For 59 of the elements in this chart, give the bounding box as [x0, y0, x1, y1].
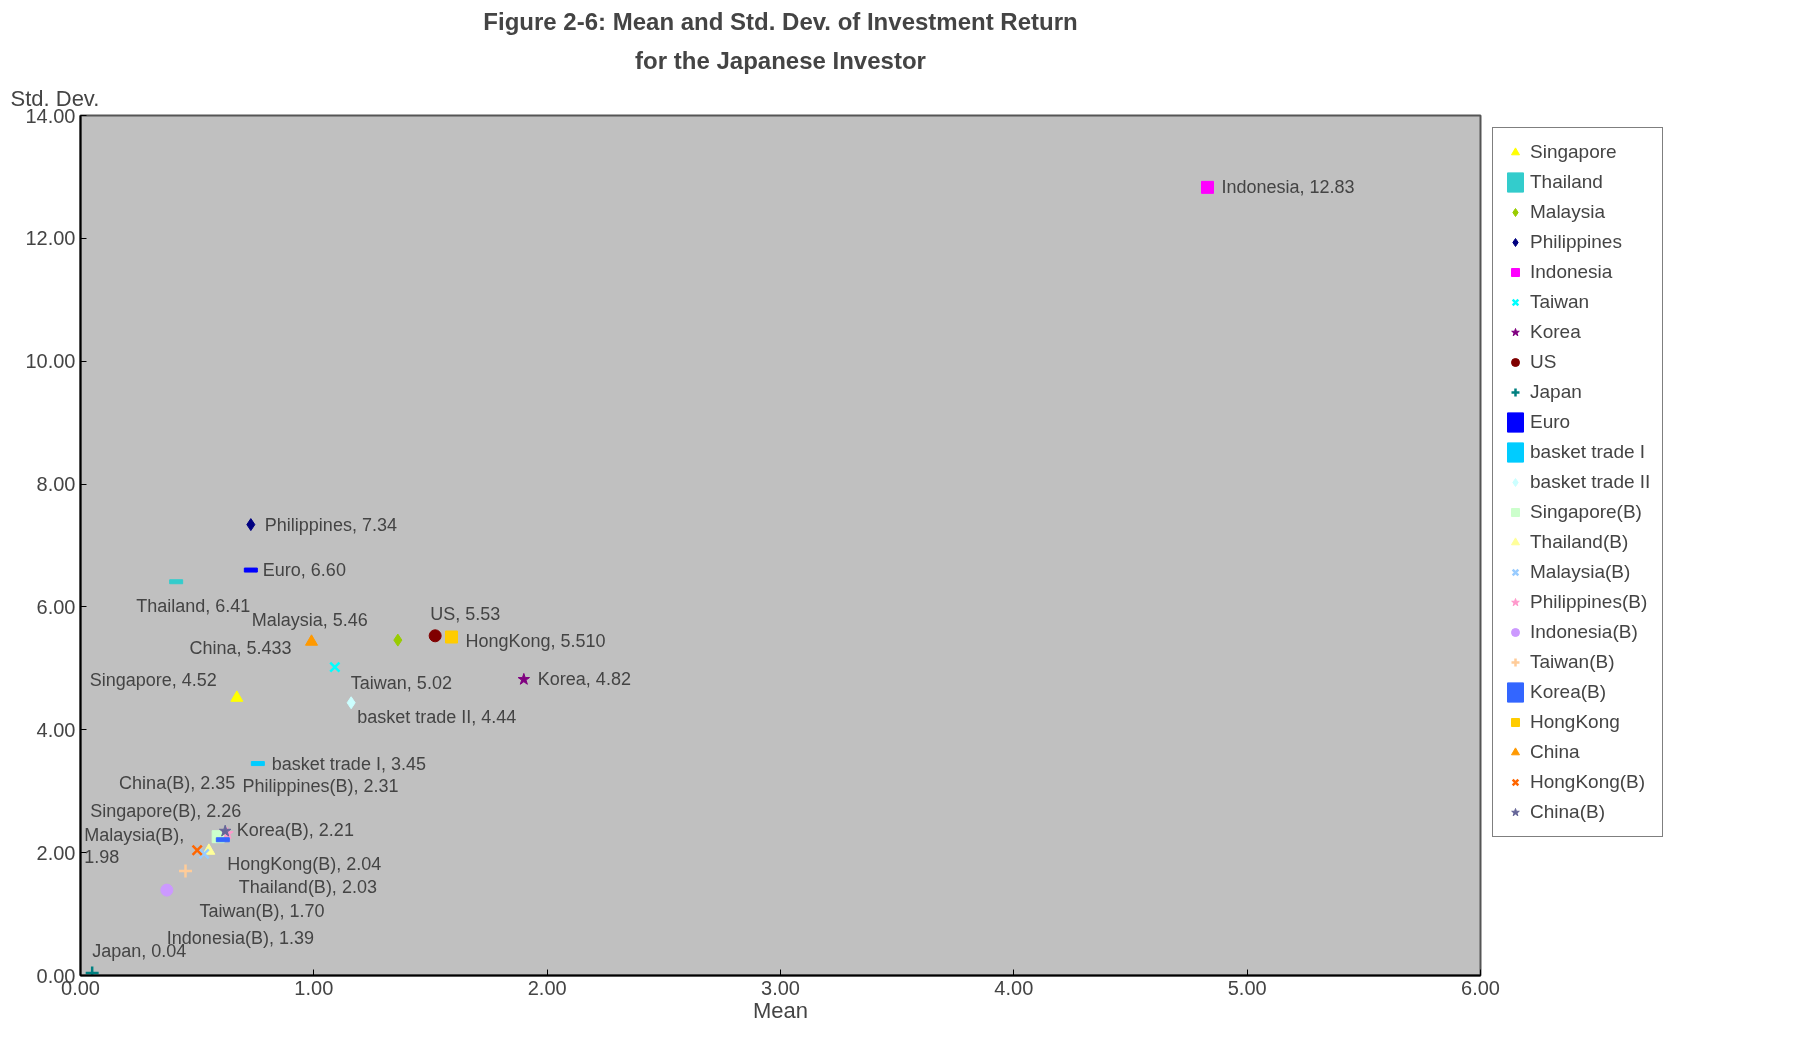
legend-label: Philippines(B): [1530, 590, 1648, 614]
y-tick-label: 10.00: [25, 350, 76, 373]
legend-label: HongKong(B): [1530, 770, 1646, 794]
annotation: Thailand, 6.41: [136, 595, 251, 616]
legend-label: Korea: [1530, 320, 1581, 344]
annotation: Korea, 4.82: [537, 669, 631, 690]
legend-label: Japan: [1530, 380, 1582, 404]
annotation: China(B), 2.35: [119, 773, 236, 794]
y-tick-label: 6.00: [36, 595, 76, 618]
x-tick-label: 3.00: [761, 976, 800, 999]
legend-label: Thailand: [1530, 170, 1603, 194]
legend-label: Indonesia(B): [1530, 620, 1638, 644]
legend-label: Philippines: [1530, 230, 1622, 254]
annotation: Indonesia, 12.83: [1221, 177, 1355, 198]
x-tick-label: 4.00: [994, 976, 1034, 999]
x-tick-label: 5.00: [1227, 976, 1267, 999]
annotation: Singapore, 4.52: [89, 669, 217, 690]
annotation: Singapore(B), 2.26: [90, 800, 242, 821]
legend-label: Thailand(B): [1530, 530, 1629, 554]
chart-title: Figure 2-6: Mean and Std. Dev. of Investment Return: [483, 7, 1078, 35]
annotation: Philippines(B), 2.31: [242, 775, 399, 796]
annotation: Taiwan, 5.02: [350, 673, 452, 694]
legend-label: US: [1530, 350, 1557, 374]
legend-label: basket trade II: [1530, 470, 1651, 494]
chart-subtitle: for the Japanese Investor: [635, 46, 926, 74]
annotation: US, 5.53: [430, 603, 501, 624]
annotation: Malaysia, 5.46: [251, 610, 368, 631]
legend-label: Taiwan: [1530, 290, 1590, 314]
annotation: China, 5.433: [189, 637, 292, 658]
legend-label: China: [1530, 740, 1580, 764]
y-tick-label: 2.00: [36, 841, 76, 864]
annotation: Euro, 6.60: [262, 560, 346, 581]
x-tick-label: 6.00: [1461, 976, 1500, 999]
annotation: Taiwan(B), 1.70: [199, 901, 325, 922]
legend-label: Malaysia(B): [1530, 560, 1631, 584]
legend-label: Korea(B): [1530, 680, 1607, 704]
legend-label: Singapore: [1530, 140, 1617, 164]
y-tick-label: 4.00: [36, 718, 76, 741]
annotation: Korea(B), 2.21: [236, 819, 354, 840]
annotation: HongKong(B), 2.04: [227, 854, 382, 875]
annotation: Philippines, 7.34: [264, 514, 397, 535]
legend-label: Indonesia: [1530, 260, 1613, 284]
legend-label: China(B): [1530, 800, 1605, 824]
legend-label: basket trade I: [1530, 440, 1646, 464]
annotation: Thailand(B), 2.03: [238, 876, 377, 897]
y-tick-label: 12.00: [25, 227, 76, 250]
y-tick-label: 8.00: [36, 473, 76, 496]
legend-label: HongKong: [1530, 710, 1620, 734]
legend-label: Euro: [1530, 410, 1571, 434]
legend-label: Singapore(B): [1530, 500, 1642, 524]
annotation: basket trade II, 4.44: [357, 706, 517, 727]
legend-label: Taiwan(B): [1530, 650, 1615, 674]
legend-label: Malaysia: [1530, 200, 1605, 224]
x-tick-label: 1.00: [294, 976, 334, 999]
annotation: Malaysia(B), 1.98: [84, 824, 185, 867]
x-tick-label: 2.00: [527, 976, 567, 999]
annotation: HongKong, 5.510: [465, 631, 606, 652]
annotation: basket trade I, 3.45: [271, 753, 426, 774]
x-axis-title: Mean: [752, 997, 809, 1023]
